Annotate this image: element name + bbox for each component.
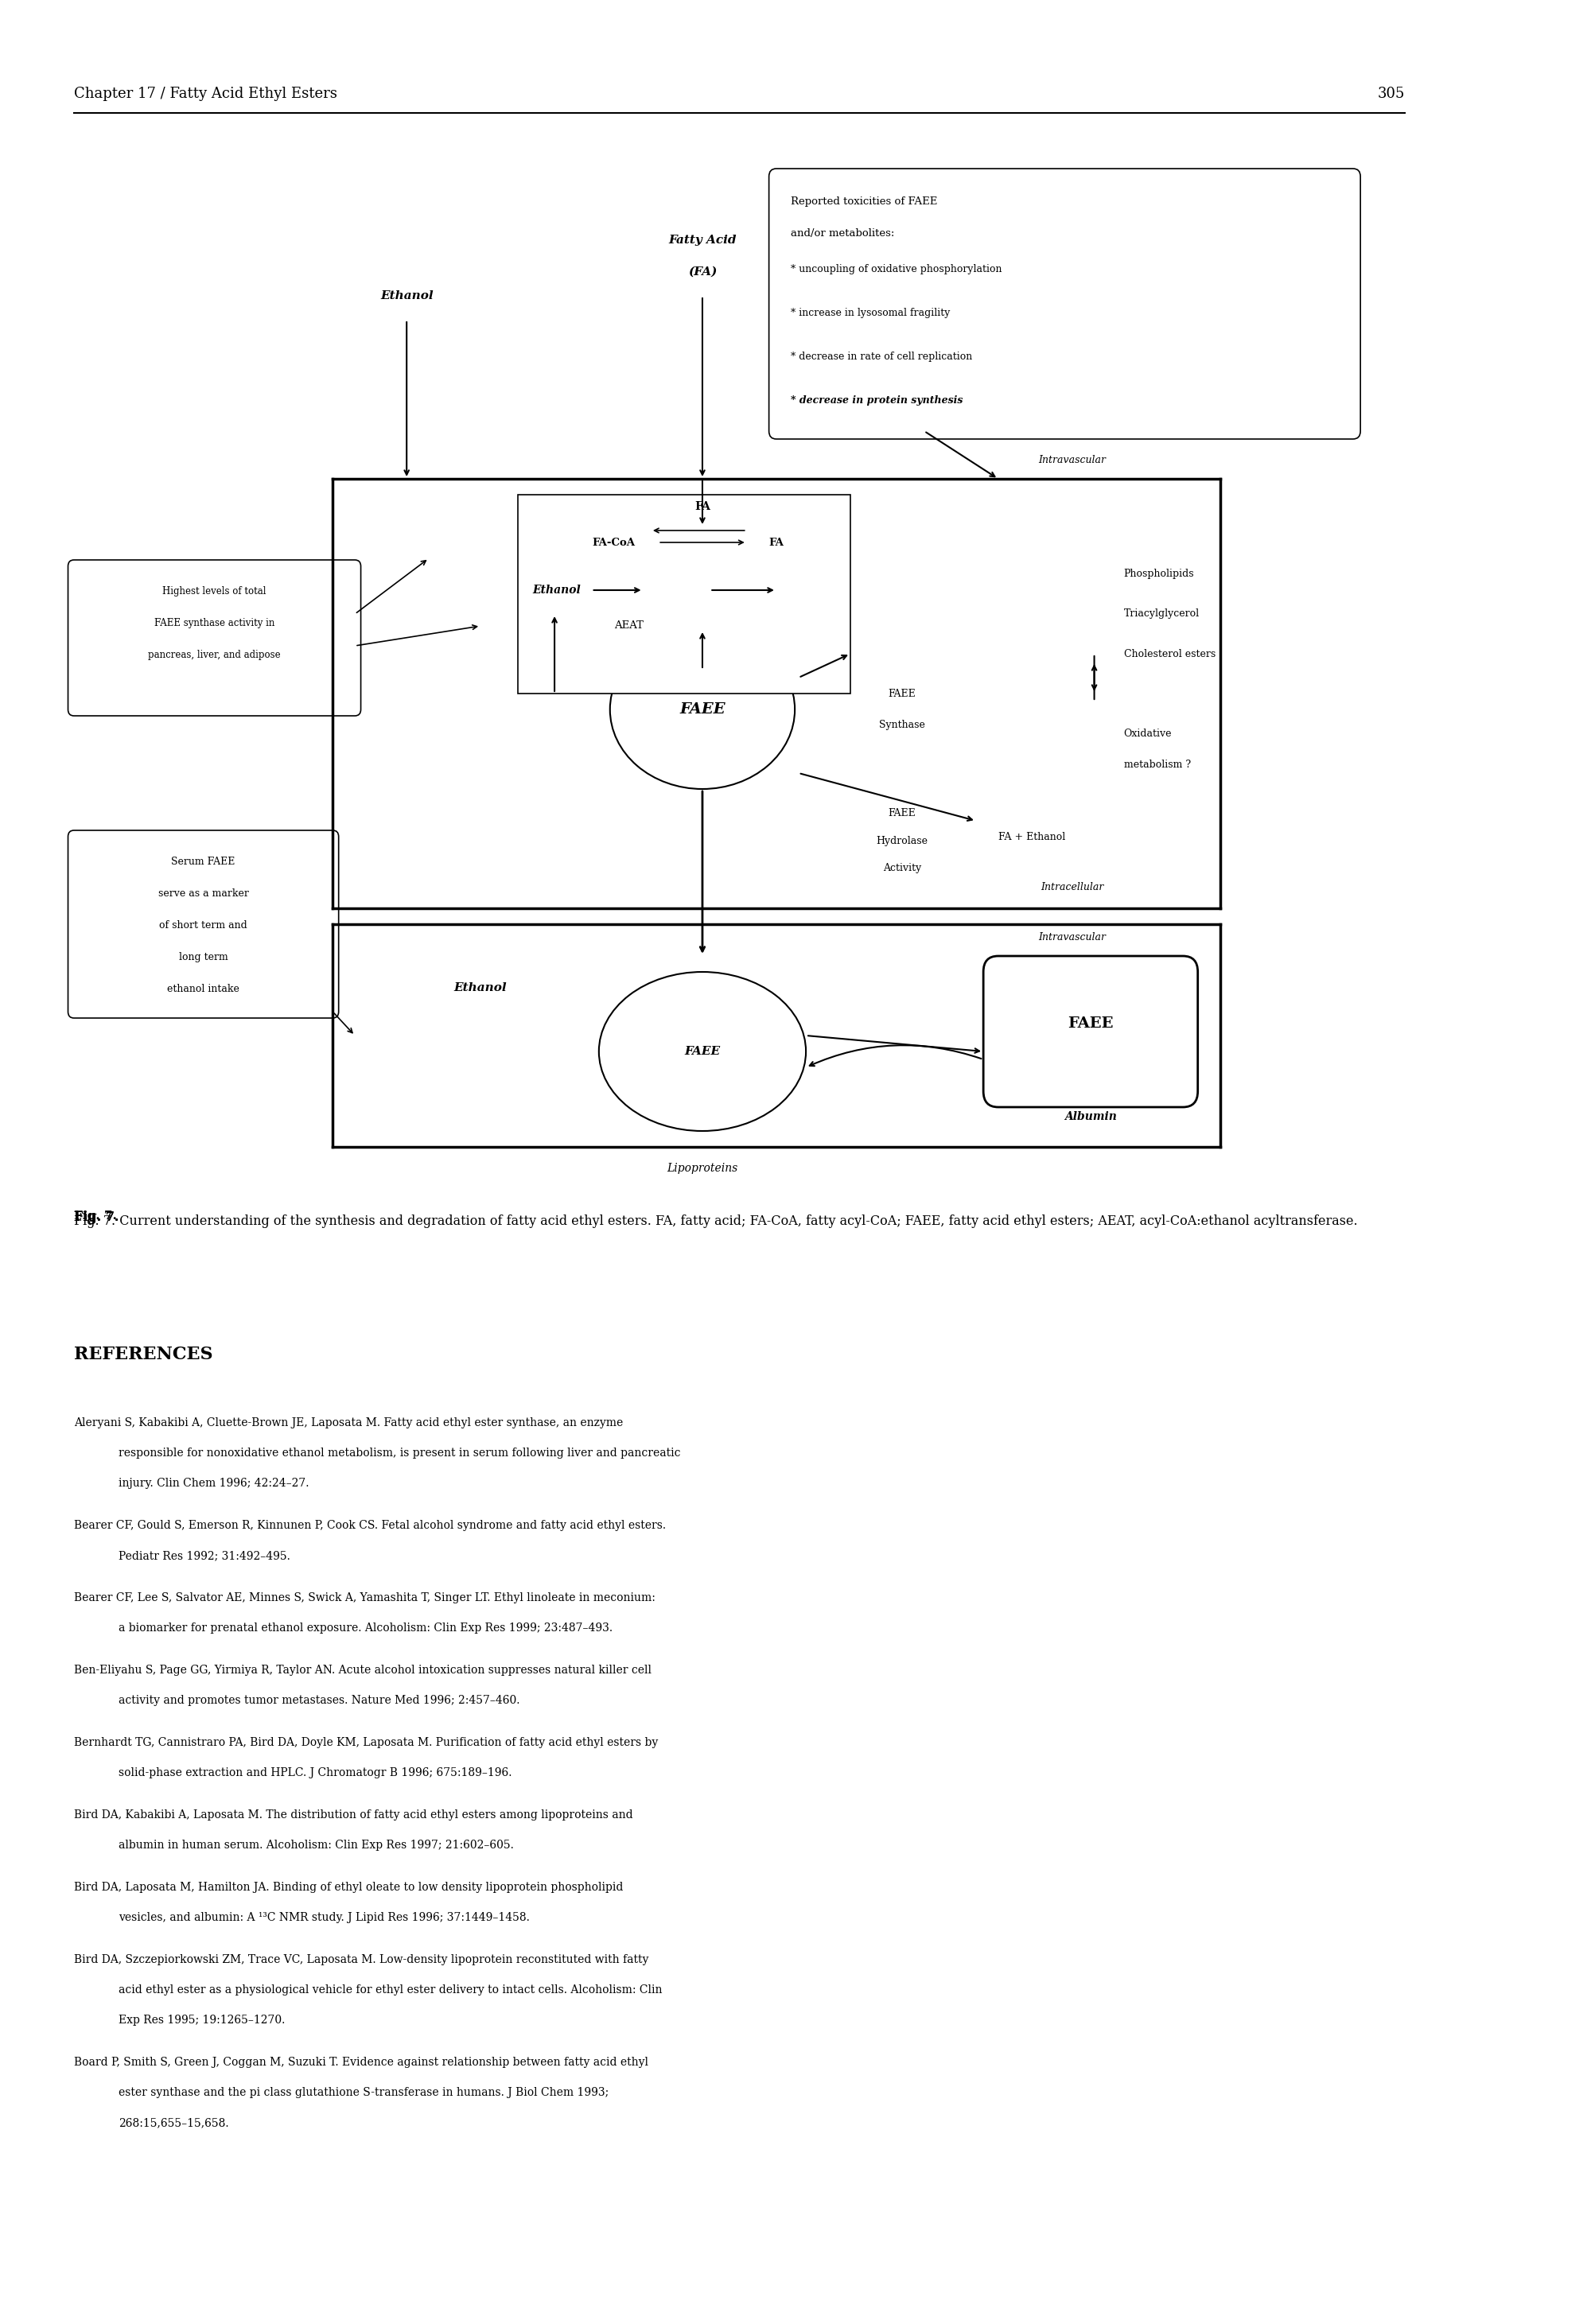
Text: Reported toxicities of FAEE: Reported toxicities of FAEE (791, 198, 937, 207)
Text: responsible for nonoxidative ethanol metabolism, is present in serum following l: responsible for nonoxidative ethanol met… (118, 1448, 681, 1459)
Text: Chapter 17 / Fatty Acid Ethyl Esters: Chapter 17 / Fatty Acid Ethyl Esters (73, 86, 337, 100)
Text: Ethanol: Ethanol (533, 586, 581, 595)
Text: Exp Res 1995; 19:1265–1270.: Exp Res 1995; 19:1265–1270. (118, 2015, 285, 2027)
Text: serve as a marker: serve as a marker (158, 888, 248, 899)
Text: Aleryani S, Kabakibi A, Cluette-Brown JE, Laposata M. Fatty acid ethyl ester syn: Aleryani S, Kabakibi A, Cluette-Brown JE… (73, 1418, 624, 1429)
Text: solid-phase extraction and HPLC. J Chromatogr B 1996; 675:189–196.: solid-phase extraction and HPLC. J Chrom… (118, 1766, 512, 1778)
Text: Ben-Eliyahu S, Page GG, Yirmiya R, Taylor AN. Acute alcohol intoxication suppres: Ben-Eliyahu S, Page GG, Yirmiya R, Taylo… (73, 1664, 651, 1676)
Text: FAEE: FAEE (1068, 1016, 1114, 1032)
Text: a biomarker for prenatal ethanol exposure. Alcoholism: Clin Exp Res 1999; 23:487: a biomarker for prenatal ethanol exposur… (118, 1622, 613, 1634)
Text: FAEE: FAEE (888, 809, 916, 818)
Bar (517, 495, 850, 693)
Text: Ethanol: Ethanol (380, 290, 433, 302)
Text: Activity: Activity (883, 862, 921, 874)
Text: (FA): (FA) (687, 267, 718, 277)
Text: 305: 305 (1378, 86, 1405, 100)
Text: FAEE: FAEE (684, 1046, 721, 1057)
Text: Cholesterol esters: Cholesterol esters (1123, 648, 1216, 660)
Text: REFERENCES: REFERENCES (73, 1346, 213, 1364)
Text: Ethanol: Ethanol (453, 983, 508, 992)
Text: Bernhardt TG, Cannistraro PA, Bird DA, Doyle KM, Laposata M. Purification of fat: Bernhardt TG, Cannistraro PA, Bird DA, D… (73, 1736, 659, 1748)
Text: Bird DA, Laposata M, Hamilton JA. Binding of ethyl oleate to low density lipopro: Bird DA, Laposata M, Hamilton JA. Bindin… (73, 1882, 624, 1894)
Text: and/or metabolites:: and/or metabolites: (791, 228, 894, 239)
Text: albumin in human serum. Alcoholism: Clin Exp Res 1997; 21:602–605.: albumin in human serum. Alcoholism: Clin… (118, 1841, 514, 1850)
Text: Intracellular: Intracellular (1041, 883, 1104, 892)
Ellipse shape (598, 971, 807, 1132)
Text: FAEE: FAEE (888, 688, 916, 700)
Text: ester synthase and the pi class glutathione S-transferase in humans. J Biol Chem: ester synthase and the pi class glutathi… (118, 2087, 608, 2099)
Text: Bird DA, Kabakibi A, Laposata M. The distribution of fatty acid ethyl esters amo: Bird DA, Kabakibi A, Laposata M. The dis… (73, 1810, 633, 1820)
Text: Fig. 7. Current understanding of the synthesis and degradation of fatty acid eth: Fig. 7. Current understanding of the syn… (73, 1215, 1357, 1227)
Text: * increase in lysosomal fragility: * increase in lysosomal fragility (791, 307, 950, 318)
Text: Synthase: Synthase (878, 720, 924, 730)
Text: pancreas, liver, and adipose: pancreas, liver, and adipose (148, 651, 280, 660)
Text: FA + Ethanol: FA + Ethanol (998, 832, 1064, 841)
Text: Triacylglycerol: Triacylglycerol (1123, 609, 1200, 618)
Text: * decrease in rate of cell replication: * decrease in rate of cell replication (791, 351, 972, 363)
Text: acid ethyl ester as a physiological vehicle for ethyl ester delivery to intact c: acid ethyl ester as a physiological vehi… (118, 1985, 662, 1996)
Text: FA: FA (768, 537, 784, 548)
Text: * decrease in protein synthesis: * decrease in protein synthesis (791, 395, 963, 407)
Text: activity and promotes tumor metastases. Nature Med 1996; 2:457–460.: activity and promotes tumor metastases. … (118, 1694, 520, 1706)
Text: Pediatr Res 1992; 31:492–495.: Pediatr Res 1992; 31:492–495. (118, 1550, 290, 1562)
Text: Fig. 7.: Fig. 7. (73, 1211, 119, 1225)
Text: Hydrolase: Hydrolase (877, 837, 928, 846)
Text: metabolism ?: metabolism ? (1123, 760, 1190, 769)
Text: Serum FAEE: Serum FAEE (172, 858, 235, 867)
Text: FAEE synthase activity in: FAEE synthase activity in (154, 618, 275, 627)
Text: Bird DA, Szczepiorkowski ZM, Trace VC, Laposata M. Low-density lipoprotein recon: Bird DA, Szczepiorkowski ZM, Trace VC, L… (73, 1954, 649, 1966)
Ellipse shape (609, 630, 796, 788)
Text: Fatty Acid: Fatty Acid (668, 235, 737, 246)
Text: 268:15,655–15,658.: 268:15,655–15,658. (118, 2117, 229, 2129)
Text: Fig. 7.: Fig. 7. (73, 1211, 116, 1222)
Text: Bearer CF, Gould S, Emerson R, Kinnunen P, Cook CS. Fetal alcohol syndrome and f: Bearer CF, Gould S, Emerson R, Kinnunen … (73, 1520, 667, 1532)
Text: Bearer CF, Lee S, Salvator AE, Minnes S, Swick A, Yamashita T, Singer LT. Ethyl : Bearer CF, Lee S, Salvator AE, Minnes S,… (73, 1592, 655, 1604)
Text: Highest levels of total: Highest levels of total (162, 586, 266, 597)
Text: Oxidative: Oxidative (1123, 727, 1173, 739)
Text: ethanol intake: ethanol intake (167, 983, 240, 995)
Text: * uncoupling of oxidative phosphorylation: * uncoupling of oxidative phosphorylatio… (791, 265, 1002, 274)
Text: Lipoproteins: Lipoproteins (667, 1162, 738, 1174)
FancyBboxPatch shape (68, 830, 339, 1018)
Text: Fig. 7.: Fig. 7. (73, 1211, 119, 1225)
FancyBboxPatch shape (68, 560, 361, 716)
FancyBboxPatch shape (983, 955, 1198, 1106)
Text: FAEE: FAEE (679, 702, 725, 716)
Text: Phospholipids: Phospholipids (1123, 569, 1195, 579)
Text: long term: long term (178, 953, 228, 962)
Text: FA-CoA: FA-CoA (592, 537, 635, 548)
Text: Intravascular: Intravascular (1039, 932, 1106, 944)
Text: injury. Clin Chem 1996; 42:24–27.: injury. Clin Chem 1996; 42:24–27. (118, 1478, 309, 1490)
Text: of short term and: of short term and (159, 920, 247, 930)
Text: vesicles, and albumin: A ¹³C NMR study. J Lipid Res 1996; 37:1449–1458.: vesicles, and albumin: A ¹³C NMR study. … (118, 1913, 530, 1924)
Text: AEAT: AEAT (614, 621, 643, 632)
FancyBboxPatch shape (768, 170, 1360, 439)
Text: Board P, Smith S, Green J, Coggan M, Suzuki T. Evidence against relationship bet: Board P, Smith S, Green J, Coggan M, Suz… (73, 2057, 648, 2068)
Text: FA: FA (695, 502, 710, 511)
Text: Intravascular: Intravascular (1039, 456, 1106, 465)
Text: Albumin: Albumin (1064, 1111, 1117, 1122)
